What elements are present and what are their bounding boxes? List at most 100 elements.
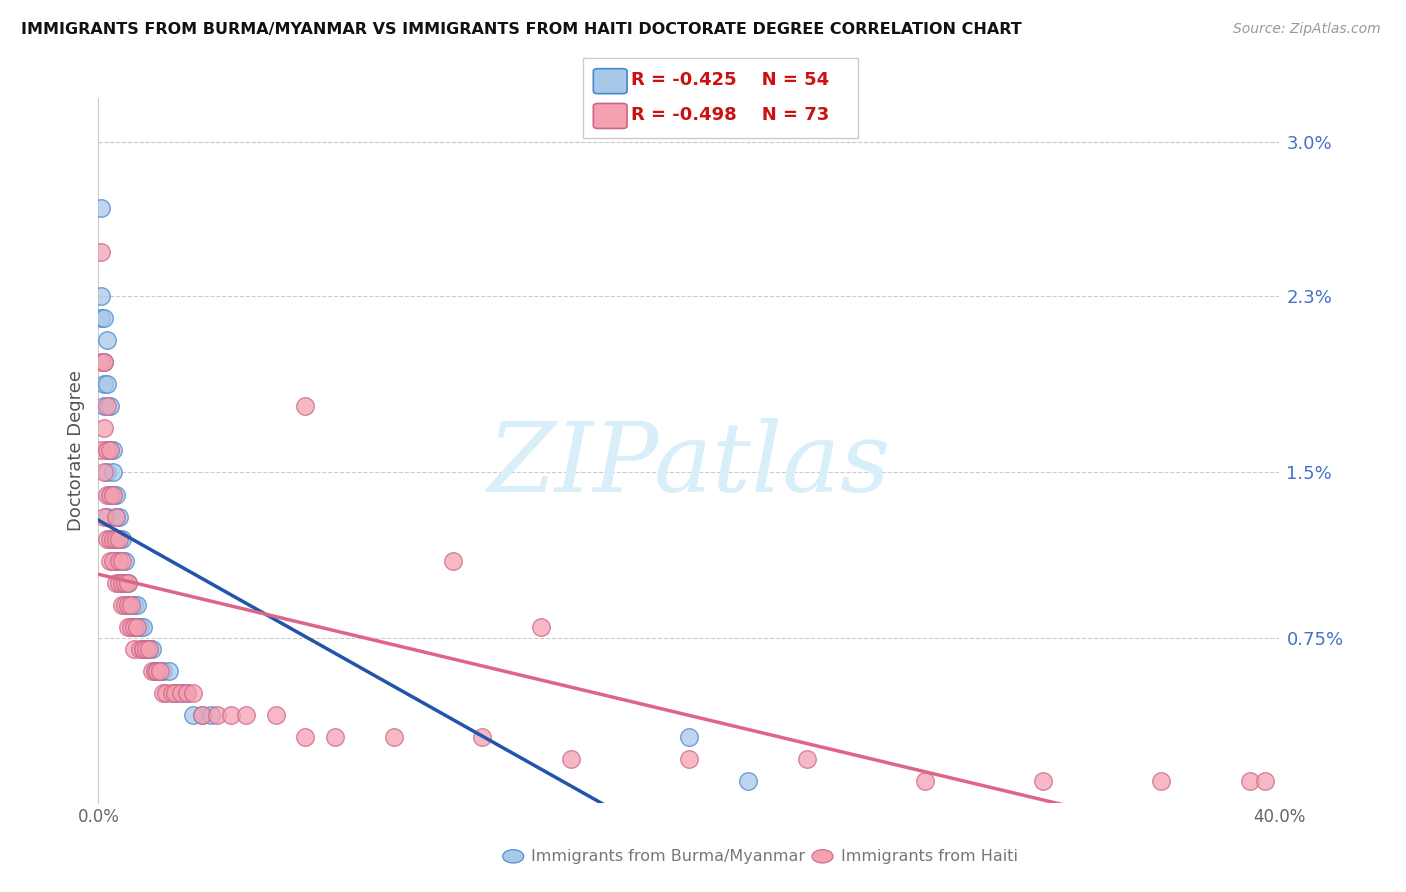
Point bbox=[93, 377, 115, 392]
Point bbox=[471, 730, 494, 744]
Point bbox=[125, 598, 148, 612]
Point bbox=[143, 664, 166, 678]
Point bbox=[96, 377, 118, 392]
Point bbox=[200, 707, 222, 722]
Point bbox=[105, 509, 128, 524]
Point bbox=[103, 532, 125, 546]
Point bbox=[678, 752, 700, 766]
Point bbox=[176, 686, 198, 700]
Point bbox=[98, 487, 121, 501]
Point bbox=[93, 400, 115, 414]
Point bbox=[382, 730, 405, 744]
Point bbox=[132, 641, 155, 656]
Point bbox=[170, 686, 193, 700]
Point bbox=[530, 619, 553, 633]
Point bbox=[143, 664, 166, 678]
Point bbox=[128, 641, 150, 656]
Point bbox=[191, 707, 214, 722]
Point bbox=[111, 575, 134, 590]
Point bbox=[135, 641, 157, 656]
Point bbox=[114, 575, 136, 590]
Point bbox=[103, 487, 125, 501]
Point bbox=[93, 466, 115, 480]
Point bbox=[191, 707, 214, 722]
Point bbox=[90, 289, 112, 303]
Point bbox=[117, 575, 139, 590]
Point bbox=[181, 707, 204, 722]
Point bbox=[105, 487, 128, 501]
Point bbox=[181, 686, 204, 700]
Point bbox=[122, 619, 145, 633]
Point bbox=[98, 553, 121, 567]
Point bbox=[103, 553, 125, 567]
Point bbox=[122, 641, 145, 656]
Point bbox=[205, 707, 228, 722]
Point bbox=[96, 466, 118, 480]
Point bbox=[122, 619, 145, 633]
Point bbox=[96, 532, 118, 546]
Point bbox=[114, 598, 136, 612]
Point bbox=[294, 400, 316, 414]
Point bbox=[90, 443, 112, 458]
Point bbox=[111, 553, 134, 567]
Point bbox=[98, 443, 121, 458]
Point bbox=[914, 773, 936, 788]
Point bbox=[105, 553, 128, 567]
Point bbox=[678, 730, 700, 744]
Point bbox=[323, 730, 346, 744]
Point bbox=[105, 509, 128, 524]
Point bbox=[157, 664, 180, 678]
Point bbox=[90, 245, 112, 260]
Point bbox=[122, 598, 145, 612]
Y-axis label: Doctorate Degree: Doctorate Degree bbox=[66, 370, 84, 531]
Point bbox=[165, 686, 187, 700]
Point bbox=[108, 509, 131, 524]
Point bbox=[117, 598, 139, 612]
Point bbox=[108, 553, 131, 567]
Point bbox=[103, 443, 125, 458]
Point bbox=[105, 575, 128, 590]
Point bbox=[138, 641, 160, 656]
Point bbox=[114, 553, 136, 567]
Text: Source: ZipAtlas.com: Source: ZipAtlas.com bbox=[1233, 22, 1381, 37]
Point bbox=[93, 355, 115, 369]
Point bbox=[120, 619, 142, 633]
Point bbox=[93, 311, 115, 326]
Point bbox=[120, 598, 142, 612]
Point bbox=[441, 553, 464, 567]
Point bbox=[149, 664, 172, 678]
Point bbox=[132, 619, 155, 633]
Point bbox=[108, 553, 131, 567]
Point bbox=[176, 686, 198, 700]
Text: Immigrants from Haiti: Immigrants from Haiti bbox=[841, 849, 1018, 863]
Point bbox=[90, 355, 112, 369]
Text: R = -0.425    N = 54: R = -0.425 N = 54 bbox=[631, 71, 830, 89]
Point bbox=[90, 311, 112, 326]
Point bbox=[120, 598, 142, 612]
Text: ZIPatlas: ZIPatlas bbox=[488, 417, 890, 511]
Point bbox=[155, 686, 177, 700]
Point bbox=[149, 664, 172, 678]
Point bbox=[170, 686, 193, 700]
Point bbox=[235, 707, 257, 722]
Point bbox=[125, 619, 148, 633]
Point bbox=[737, 773, 759, 788]
Text: R = -0.498    N = 73: R = -0.498 N = 73 bbox=[631, 106, 830, 124]
Point bbox=[796, 752, 818, 766]
Point bbox=[135, 641, 157, 656]
Point bbox=[146, 664, 169, 678]
Point bbox=[93, 421, 115, 435]
Point bbox=[132, 641, 155, 656]
Point bbox=[96, 334, 118, 348]
Text: Immigrants from Burma/Myanmar: Immigrants from Burma/Myanmar bbox=[531, 849, 806, 863]
Point bbox=[138, 641, 160, 656]
Point bbox=[96, 400, 118, 414]
Point bbox=[90, 201, 112, 215]
Point bbox=[1150, 773, 1173, 788]
Text: IMMIGRANTS FROM BURMA/MYANMAR VS IMMIGRANTS FROM HAITI DOCTORATE DEGREE CORRELAT: IMMIGRANTS FROM BURMA/MYANMAR VS IMMIGRA… bbox=[21, 22, 1022, 37]
Point bbox=[162, 686, 183, 700]
Point bbox=[111, 532, 134, 546]
Point bbox=[141, 641, 163, 656]
Point bbox=[152, 686, 174, 700]
Point bbox=[117, 619, 139, 633]
